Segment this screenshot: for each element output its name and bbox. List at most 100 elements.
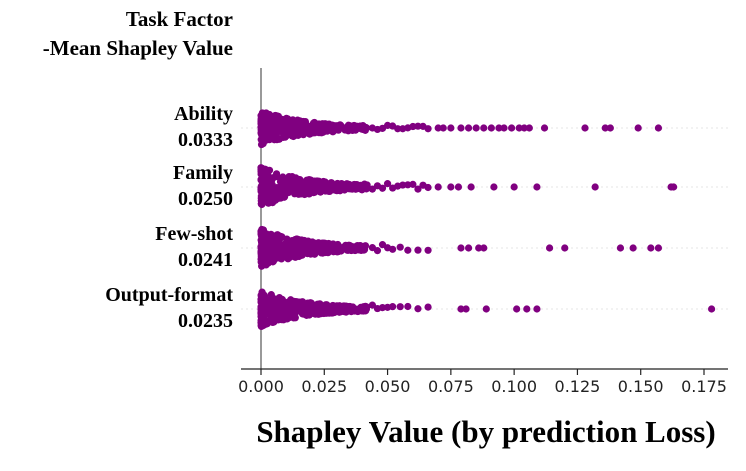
data-point-outlier bbox=[581, 124, 588, 131]
data-point bbox=[309, 239, 316, 246]
data-point-outlier bbox=[462, 305, 469, 312]
data-point bbox=[277, 242, 284, 249]
data-point bbox=[257, 164, 264, 171]
data-point-outlier bbox=[607, 124, 614, 131]
gridlines bbox=[241, 128, 728, 309]
data-point bbox=[288, 120, 295, 127]
data-point bbox=[279, 117, 286, 124]
data-point bbox=[345, 122, 352, 129]
data-point bbox=[329, 124, 336, 131]
data-point-outlier bbox=[708, 305, 715, 312]
data-point bbox=[277, 304, 284, 311]
data-point bbox=[311, 251, 318, 258]
data-point bbox=[269, 187, 276, 194]
x-tick-label: 0.100 bbox=[491, 377, 537, 396]
data-point-outlier bbox=[435, 183, 442, 190]
data-point bbox=[257, 317, 264, 324]
data-point-outlier bbox=[647, 244, 654, 251]
data-point-outlier bbox=[630, 244, 637, 251]
data-point bbox=[258, 305, 265, 312]
data-point bbox=[277, 195, 284, 202]
x-tick-label: 0.125 bbox=[555, 377, 601, 396]
data-point bbox=[280, 129, 287, 136]
data-point bbox=[260, 184, 267, 191]
data-point-outlier bbox=[468, 183, 475, 190]
data-point bbox=[336, 122, 343, 129]
data-point-outlier bbox=[457, 124, 464, 131]
data-point bbox=[259, 298, 266, 305]
data-point bbox=[303, 303, 310, 310]
x-axis-ticks: 0.000 0.025 0.050 0.075 0.100 0.125 0.150 0.175 bbox=[238, 369, 727, 396]
data-point bbox=[293, 247, 300, 254]
data-point-outlier bbox=[500, 124, 507, 131]
data-point bbox=[354, 185, 361, 192]
data-points bbox=[257, 109, 715, 330]
y-axis-title-line: Task Factor bbox=[126, 7, 233, 31]
data-point bbox=[270, 245, 277, 252]
category-name: Ability bbox=[174, 103, 233, 125]
data-point bbox=[358, 126, 365, 133]
category-mean: 0.0333 bbox=[178, 129, 233, 151]
category-mean: 0.0250 bbox=[178, 188, 233, 210]
data-point-outlier bbox=[483, 305, 490, 312]
data-point bbox=[307, 124, 314, 131]
data-point bbox=[330, 182, 337, 189]
data-point-outlier bbox=[414, 305, 421, 312]
data-point-outlier bbox=[404, 247, 411, 254]
data-point-outlier bbox=[424, 247, 431, 254]
data-point bbox=[358, 307, 365, 314]
data-point-outlier bbox=[397, 244, 404, 251]
data-point bbox=[299, 310, 306, 317]
data-point bbox=[313, 127, 320, 134]
data-point bbox=[267, 232, 274, 239]
data-point bbox=[288, 311, 295, 318]
x-tick-label: 0.075 bbox=[428, 377, 474, 396]
data-point bbox=[305, 250, 312, 257]
data-point-outlier bbox=[414, 247, 421, 254]
category-name: Family bbox=[173, 162, 233, 184]
data-point-outlier bbox=[635, 124, 642, 131]
data-point bbox=[294, 180, 301, 187]
data-point bbox=[346, 242, 353, 249]
data-point-outlier bbox=[455, 183, 462, 190]
data-point bbox=[278, 233, 285, 240]
data-point-outlier bbox=[533, 183, 540, 190]
data-point bbox=[261, 191, 268, 198]
data-point-outlier bbox=[513, 305, 520, 312]
data-point-outlier bbox=[447, 183, 454, 190]
data-point-outlier bbox=[655, 244, 662, 251]
category-name: Few-shot bbox=[155, 223, 233, 245]
data-point bbox=[324, 309, 331, 316]
data-point bbox=[352, 305, 359, 312]
data-point-outlier bbox=[480, 244, 487, 251]
data-point bbox=[361, 180, 368, 187]
data-point bbox=[273, 312, 280, 319]
data-point-outlier bbox=[465, 244, 472, 251]
data-point-outlier bbox=[440, 124, 447, 131]
x-tick-label: 0.150 bbox=[618, 377, 664, 396]
category-mean: 0.0241 bbox=[178, 249, 233, 271]
data-point-outlier bbox=[465, 124, 472, 131]
data-point-outlier bbox=[655, 124, 662, 131]
data-point bbox=[320, 125, 327, 132]
data-point-outlier bbox=[389, 303, 396, 310]
data-point-outlier bbox=[617, 244, 624, 251]
data-point-outlier bbox=[511, 183, 518, 190]
data-point bbox=[266, 111, 273, 118]
data-point bbox=[355, 243, 362, 250]
data-point-outlier bbox=[541, 124, 548, 131]
data-point bbox=[327, 243, 334, 250]
y-axis-title: Task Factor -Mean Shapley Value bbox=[43, 7, 233, 60]
x-tick-label: 0.000 bbox=[238, 377, 284, 396]
category-mean: 0.0235 bbox=[178, 310, 233, 332]
data-point bbox=[277, 298, 284, 305]
data-point-outlier bbox=[424, 303, 431, 310]
data-point-outlier bbox=[389, 246, 396, 253]
data-point bbox=[258, 115, 265, 122]
data-point-outlier bbox=[490, 183, 497, 190]
data-point bbox=[286, 254, 293, 261]
data-point-outlier bbox=[561, 244, 568, 251]
category-name: Output-format bbox=[105, 284, 233, 306]
data-point bbox=[259, 234, 266, 241]
